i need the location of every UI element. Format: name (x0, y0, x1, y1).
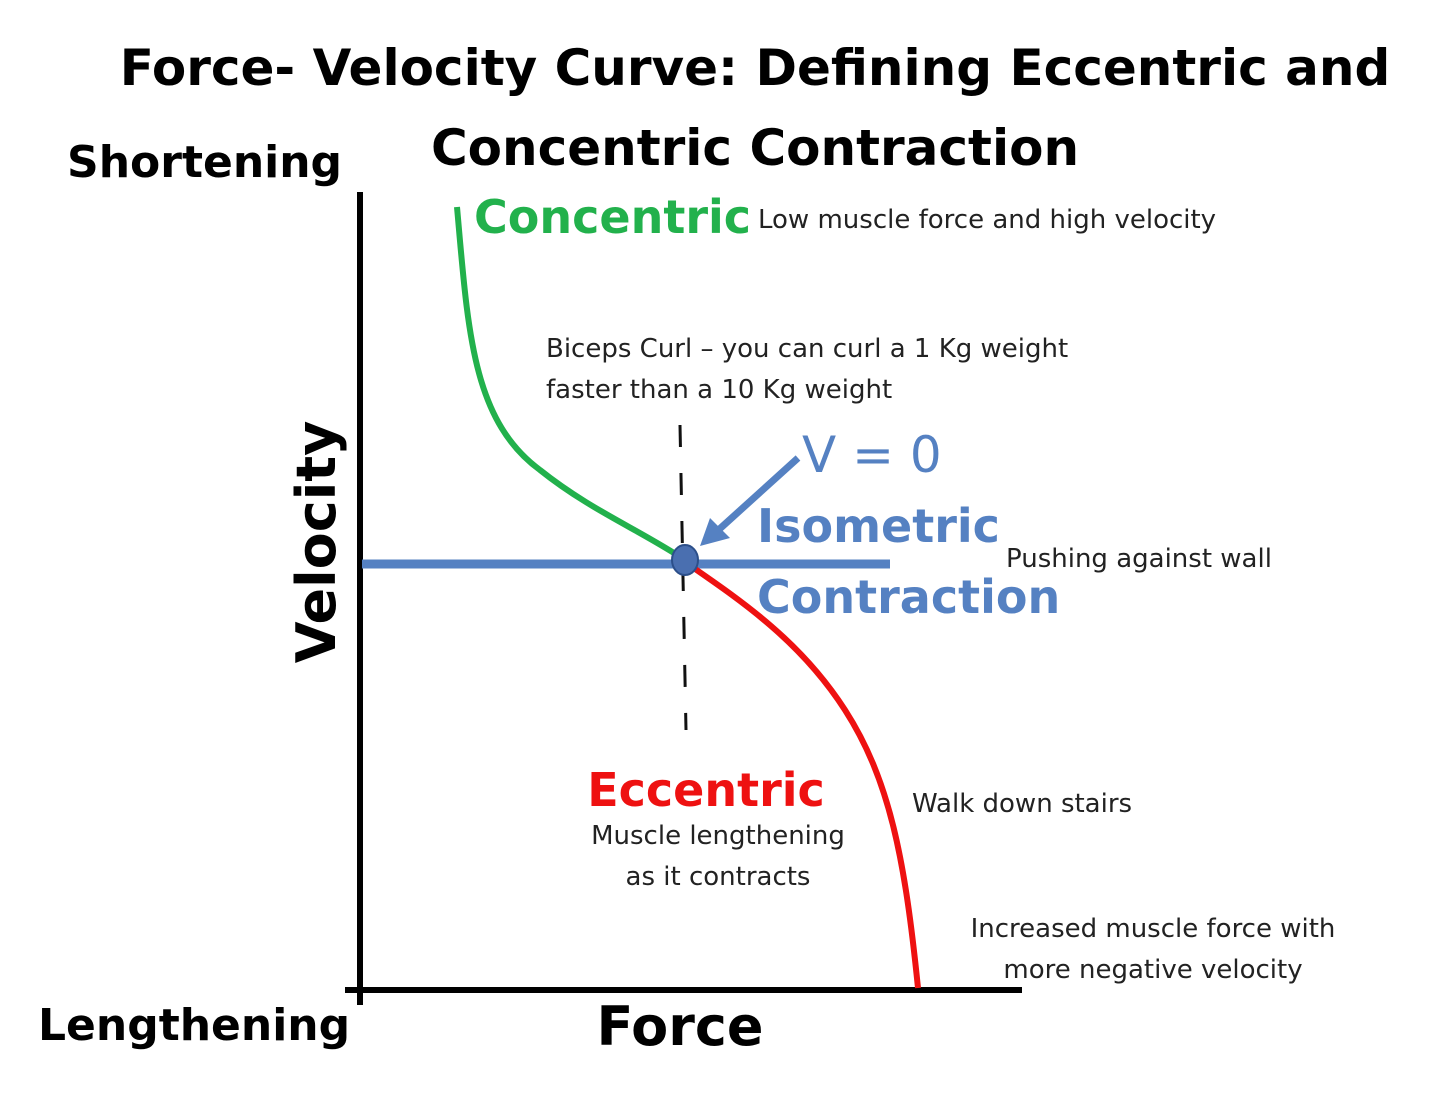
eccentric-note-line-1: Muscle lengthening (591, 821, 845, 851)
concentric-curve (454, 206, 687, 563)
biceps-note-line-1: Biceps Curl – you can curl a 1 Kg weight (546, 334, 1068, 364)
y-axis-label: Velocity (285, 421, 348, 664)
y-axis-top-label: Shortening (67, 137, 342, 188)
concentric-label: Concentric (474, 190, 751, 244)
y-axis-bottom-label: Lengthening (38, 1000, 350, 1051)
eccentric-curve (683, 559, 921, 989)
concentric-note: Low muscle force and high velocity (758, 205, 1216, 235)
v-zero-arrow-head (700, 518, 730, 546)
eccentric-label: Eccentric (587, 763, 825, 817)
force-note-line-1: Increased muscle force with (971, 914, 1336, 944)
stairs-note: Walk down stairs (912, 789, 1132, 819)
isometric-label-line-2: Contraction (757, 570, 1060, 624)
title-line-2: Concentric Contraction (431, 119, 1079, 177)
biceps-note-line-2: faster than a 10 Kg weight (546, 375, 892, 405)
v-zero-arrow-shaft (711, 455, 801, 537)
isometric-note: Pushing against wall (1006, 544, 1272, 574)
isometric-point (671, 544, 699, 576)
v-zero-label: V = 0 (802, 426, 942, 484)
title-line-1: Force- Velocity Curve: Defining Eccentri… (120, 39, 1391, 97)
eccentric-note-line-2: as it contracts (626, 862, 811, 892)
force-note-line-2: more negative velocity (1003, 955, 1302, 985)
x-axis-label: Force (596, 995, 763, 1058)
dashed-reference-line (678, 424, 688, 731)
isometric-label-line-1: Isometric (757, 499, 1000, 553)
